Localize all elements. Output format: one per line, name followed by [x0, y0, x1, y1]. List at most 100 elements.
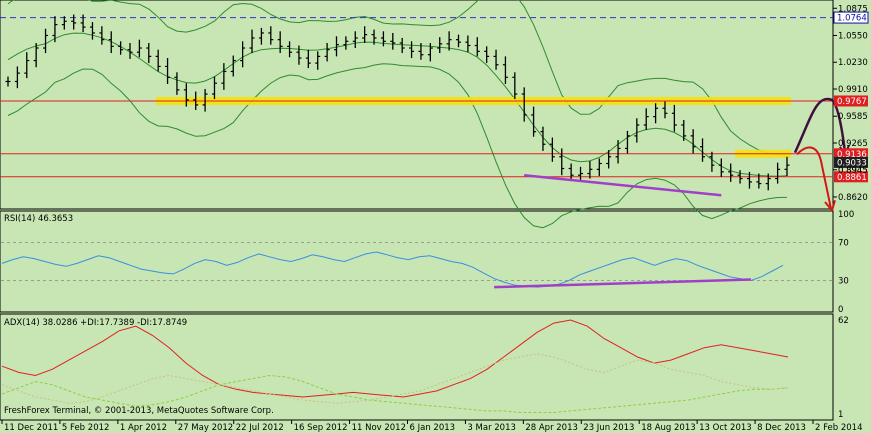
x-tick-label: 16 Sep 2012	[294, 423, 348, 433]
price-bar	[14, 66, 20, 89]
price-bar	[258, 27, 264, 45]
adx-title: ADX(14) 38.0286 +DI:17.7389 -DI:17.8749	[4, 318, 187, 328]
x-tick-label: 23 Jun 2013	[583, 423, 634, 433]
price-y-tick-label: 0.9265	[838, 139, 868, 149]
price-bar	[240, 41, 246, 68]
price-bar	[718, 158, 724, 177]
price-bar	[136, 39, 142, 58]
price-bar	[24, 52, 30, 79]
price-bar	[249, 29, 255, 54]
price-bar	[343, 36, 349, 50]
x-tick-label: 2 Feb 2014	[815, 423, 863, 433]
price-tag-bg	[834, 148, 868, 160]
price-bar	[371, 29, 377, 45]
credit-text: FreshForex Terminal, © 2001-2013, MetaQu…	[4, 406, 274, 416]
price-bar	[89, 22, 95, 40]
adx-y-tick-label: 1	[838, 410, 843, 420]
price-bar	[43, 28, 49, 54]
bollinger-upper-line	[7, 0, 788, 156]
price-y-tick-label: 0.9910	[838, 85, 868, 95]
price-bar	[287, 41, 293, 58]
price-bar	[681, 119, 687, 141]
price-tag-label: 0.8861	[837, 173, 867, 183]
price-bar	[221, 63, 227, 90]
price-bar	[5, 76, 11, 87]
price-y-tick-label: 0.9585	[838, 112, 868, 122]
price-tag-bg	[833, 11, 869, 24]
price-bar	[521, 87, 527, 122]
price-bar	[390, 32, 396, 50]
price-bar	[662, 101, 668, 119]
price-bar	[606, 150, 612, 169]
price-tag-label: 1.0764	[837, 14, 867, 24]
price-tag-label: 0.9136	[837, 150, 867, 160]
x-tick-label: 3 Mar 2013	[467, 423, 515, 433]
price-bar	[540, 126, 546, 151]
x-tick-label: 18 Aug 2013	[641, 423, 695, 433]
price-bar	[315, 51, 321, 70]
forecast-up-arrow	[793, 97, 847, 154]
price-bar	[71, 14, 77, 30]
price-bar	[52, 16, 58, 43]
price-bar	[174, 72, 180, 95]
x-tick-label: 5 Feb 2012	[62, 423, 110, 433]
price-bar	[568, 163, 574, 181]
price-bar	[146, 43, 152, 64]
rsi-line	[1, 251, 784, 288]
di-plus-line	[1, 374, 789, 413]
price-bar	[33, 43, 39, 68]
rsi-title: RSI(14) 46.3653	[4, 214, 73, 224]
x-tick-label: 1 Apr 2012	[120, 423, 167, 433]
forecast-down-arrow	[796, 146, 832, 209]
price-bar	[268, 26, 274, 45]
price-bar	[362, 26, 368, 43]
x-tick-label: 28 Apr 2013	[525, 423, 578, 433]
price-bar	[202, 89, 208, 112]
price-bar	[765, 173, 771, 191]
price-bar	[634, 118, 640, 143]
price-bar	[108, 31, 114, 54]
price-bar	[578, 166, 584, 182]
x-tick-label: 11 Nov 2012	[352, 423, 406, 433]
price-bar	[474, 37, 480, 57]
price-bar	[61, 16, 67, 30]
price-bar	[624, 130, 630, 154]
bollinger-lower-line	[7, 63, 788, 229]
price-bar	[559, 148, 565, 176]
price-bar	[596, 158, 602, 177]
price-tag-bg	[834, 95, 868, 107]
price-bar	[690, 129, 696, 154]
price-bar	[671, 104, 677, 132]
price-tag-bg	[834, 171, 868, 183]
price-bar	[399, 37, 405, 54]
price-bar	[709, 151, 715, 172]
price-bar	[437, 37, 443, 54]
di-minus-line	[1, 353, 789, 404]
x-tick-label: 6 Jan 2013	[410, 423, 456, 433]
price-tag-label: 0.9767	[837, 97, 867, 107]
price-y-tick-label: 0.8620	[838, 193, 868, 203]
price-bar	[380, 31, 386, 47]
bollinger-middle-line	[7, 32, 788, 177]
price-bar	[775, 162, 781, 184]
price-bar	[456, 34, 462, 48]
price-bar	[165, 58, 171, 84]
price-bar	[737, 170, 743, 184]
price-bar	[193, 91, 199, 110]
rsi-y-tick-label: 30	[838, 277, 849, 287]
forecast-down-arrowhead	[824, 200, 836, 213]
price-bar	[409, 41, 415, 59]
adx-panel-frame	[0, 313, 834, 421]
adx-y-tick-label: 62	[838, 316, 849, 326]
price-bar	[502, 56, 508, 84]
price-bar	[746, 171, 752, 189]
rsi-panel-frame	[0, 210, 834, 313]
price-y-tick-label: 1.0550	[838, 31, 868, 41]
x-tick-label: 13 Oct 2013	[699, 423, 752, 433]
price-bar	[512, 72, 518, 100]
price-bar	[305, 49, 311, 69]
price-bar	[277, 31, 283, 54]
price-bar	[80, 14, 86, 33]
